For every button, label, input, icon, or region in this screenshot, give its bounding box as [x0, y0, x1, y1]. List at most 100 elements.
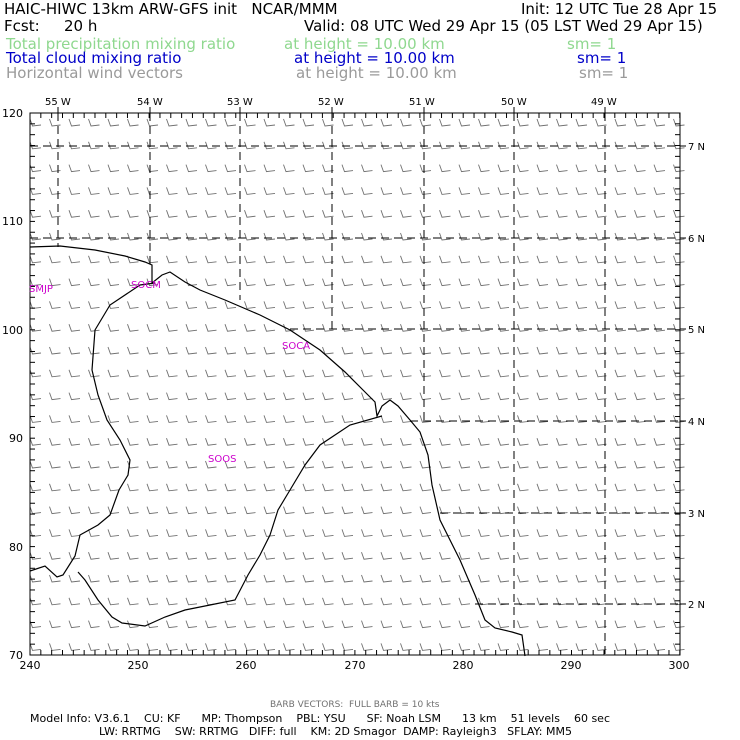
wind-barb [244, 620, 256, 629]
wind-barb [88, 506, 100, 515]
wind-barb [536, 164, 549, 173]
wind-barb [341, 141, 354, 150]
wind-barb [341, 597, 354, 606]
wind-barb [419, 574, 432, 583]
wind-barb [68, 369, 81, 378]
wind-barb [263, 369, 276, 378]
x-axis-tick-labels: 240 250 260 270 280 290 300 [20, 659, 690, 672]
wind-barb [49, 164, 61, 173]
wind-barb [458, 574, 471, 583]
wind-barb [497, 346, 510, 355]
wind-barb [185, 301, 198, 309]
wind-barb [68, 574, 81, 583]
wind-barb [653, 346, 666, 355]
wind-barb [400, 278, 412, 287]
wind-barb [400, 483, 412, 492]
wind-barb [68, 210, 81, 218]
wind-barb [224, 643, 237, 651]
wind-barb [49, 324, 61, 332]
wind-barb [29, 438, 42, 446]
wind-barb [29, 187, 42, 195]
wind-barb [497, 141, 510, 150]
wind-barb [478, 574, 490, 583]
wind-barb [556, 369, 568, 378]
wind-barb [634, 255, 646, 264]
wind-barb [88, 232, 100, 241]
wind-barb [614, 210, 627, 218]
wind-barb [595, 369, 607, 378]
wind-barb [517, 232, 529, 241]
wind-barb [380, 141, 393, 150]
wind-barb [673, 118, 685, 127]
wind-barb [283, 301, 295, 309]
wind-barb [439, 438, 451, 446]
wind-barb [458, 369, 471, 378]
wind-barb [517, 574, 529, 583]
wind-barb [478, 460, 490, 469]
wind-barb [283, 392, 295, 401]
wind-barb [341, 483, 354, 492]
valid-time: Valid: 08 UTC Wed 29 Apr 15 (05 LST Wed … [304, 17, 703, 35]
wind-barb [497, 278, 510, 287]
wind-barb [595, 529, 607, 537]
wind-barb [439, 324, 451, 332]
border-west [29, 282, 156, 578]
wind-barb [127, 415, 139, 423]
wind-barb [478, 392, 490, 401]
wind-barb [517, 620, 529, 629]
wind-barb [322, 187, 334, 195]
wind-barb [283, 529, 295, 537]
wind-barb [244, 643, 256, 651]
wind-barb [68, 597, 81, 606]
y-tick-80: 80 [9, 541, 23, 554]
wind-barb [634, 620, 646, 629]
wind-barb [653, 164, 666, 173]
wind-barb [400, 324, 412, 332]
wind-barb [283, 415, 295, 423]
wind-barb [634, 118, 646, 127]
wind-barb [536, 324, 549, 332]
wind-barb [653, 552, 666, 560]
wind-barb [185, 552, 198, 560]
wind-barb [439, 460, 451, 469]
wind-barb [556, 324, 568, 332]
wind-barb [127, 392, 139, 401]
wind-barb [185, 118, 198, 127]
wind-barb [107, 346, 120, 355]
wind-barb [166, 597, 178, 606]
wind-barb [361, 597, 373, 606]
wind-barb [68, 324, 81, 332]
wind-barb [458, 210, 471, 218]
wind-barb [68, 643, 81, 651]
wind-barb [127, 369, 139, 378]
wind-barb [419, 415, 432, 423]
field-3-name: Horizontal wind vectors [6, 64, 183, 82]
wind-barb [575, 483, 588, 492]
wind-barb [536, 301, 549, 309]
wind-barb [49, 460, 61, 469]
wind-barb [341, 255, 354, 264]
wind-barb [49, 506, 61, 515]
wind-barb [49, 278, 61, 287]
wind-barb [127, 620, 139, 629]
wind-barb [517, 643, 529, 651]
wind-barb [29, 620, 42, 629]
wind-barb [146, 529, 159, 537]
wind-barb [575, 210, 588, 218]
wind-barb [653, 460, 666, 469]
y-tick-110: 110 [2, 215, 23, 228]
wind-barb [361, 552, 373, 560]
wind-barb [634, 643, 646, 651]
wind-barb [205, 415, 217, 423]
wind-barb [49, 346, 61, 355]
wind-barb [224, 141, 237, 150]
wind-barb [224, 346, 237, 355]
wind-barb [673, 210, 685, 218]
wind-barb [29, 643, 42, 651]
lon-label-51w: 51 W [409, 97, 435, 108]
wind-barb [205, 460, 217, 469]
wind-barb [322, 255, 334, 264]
wind-barb [497, 529, 510, 537]
wind-barb [185, 324, 198, 332]
